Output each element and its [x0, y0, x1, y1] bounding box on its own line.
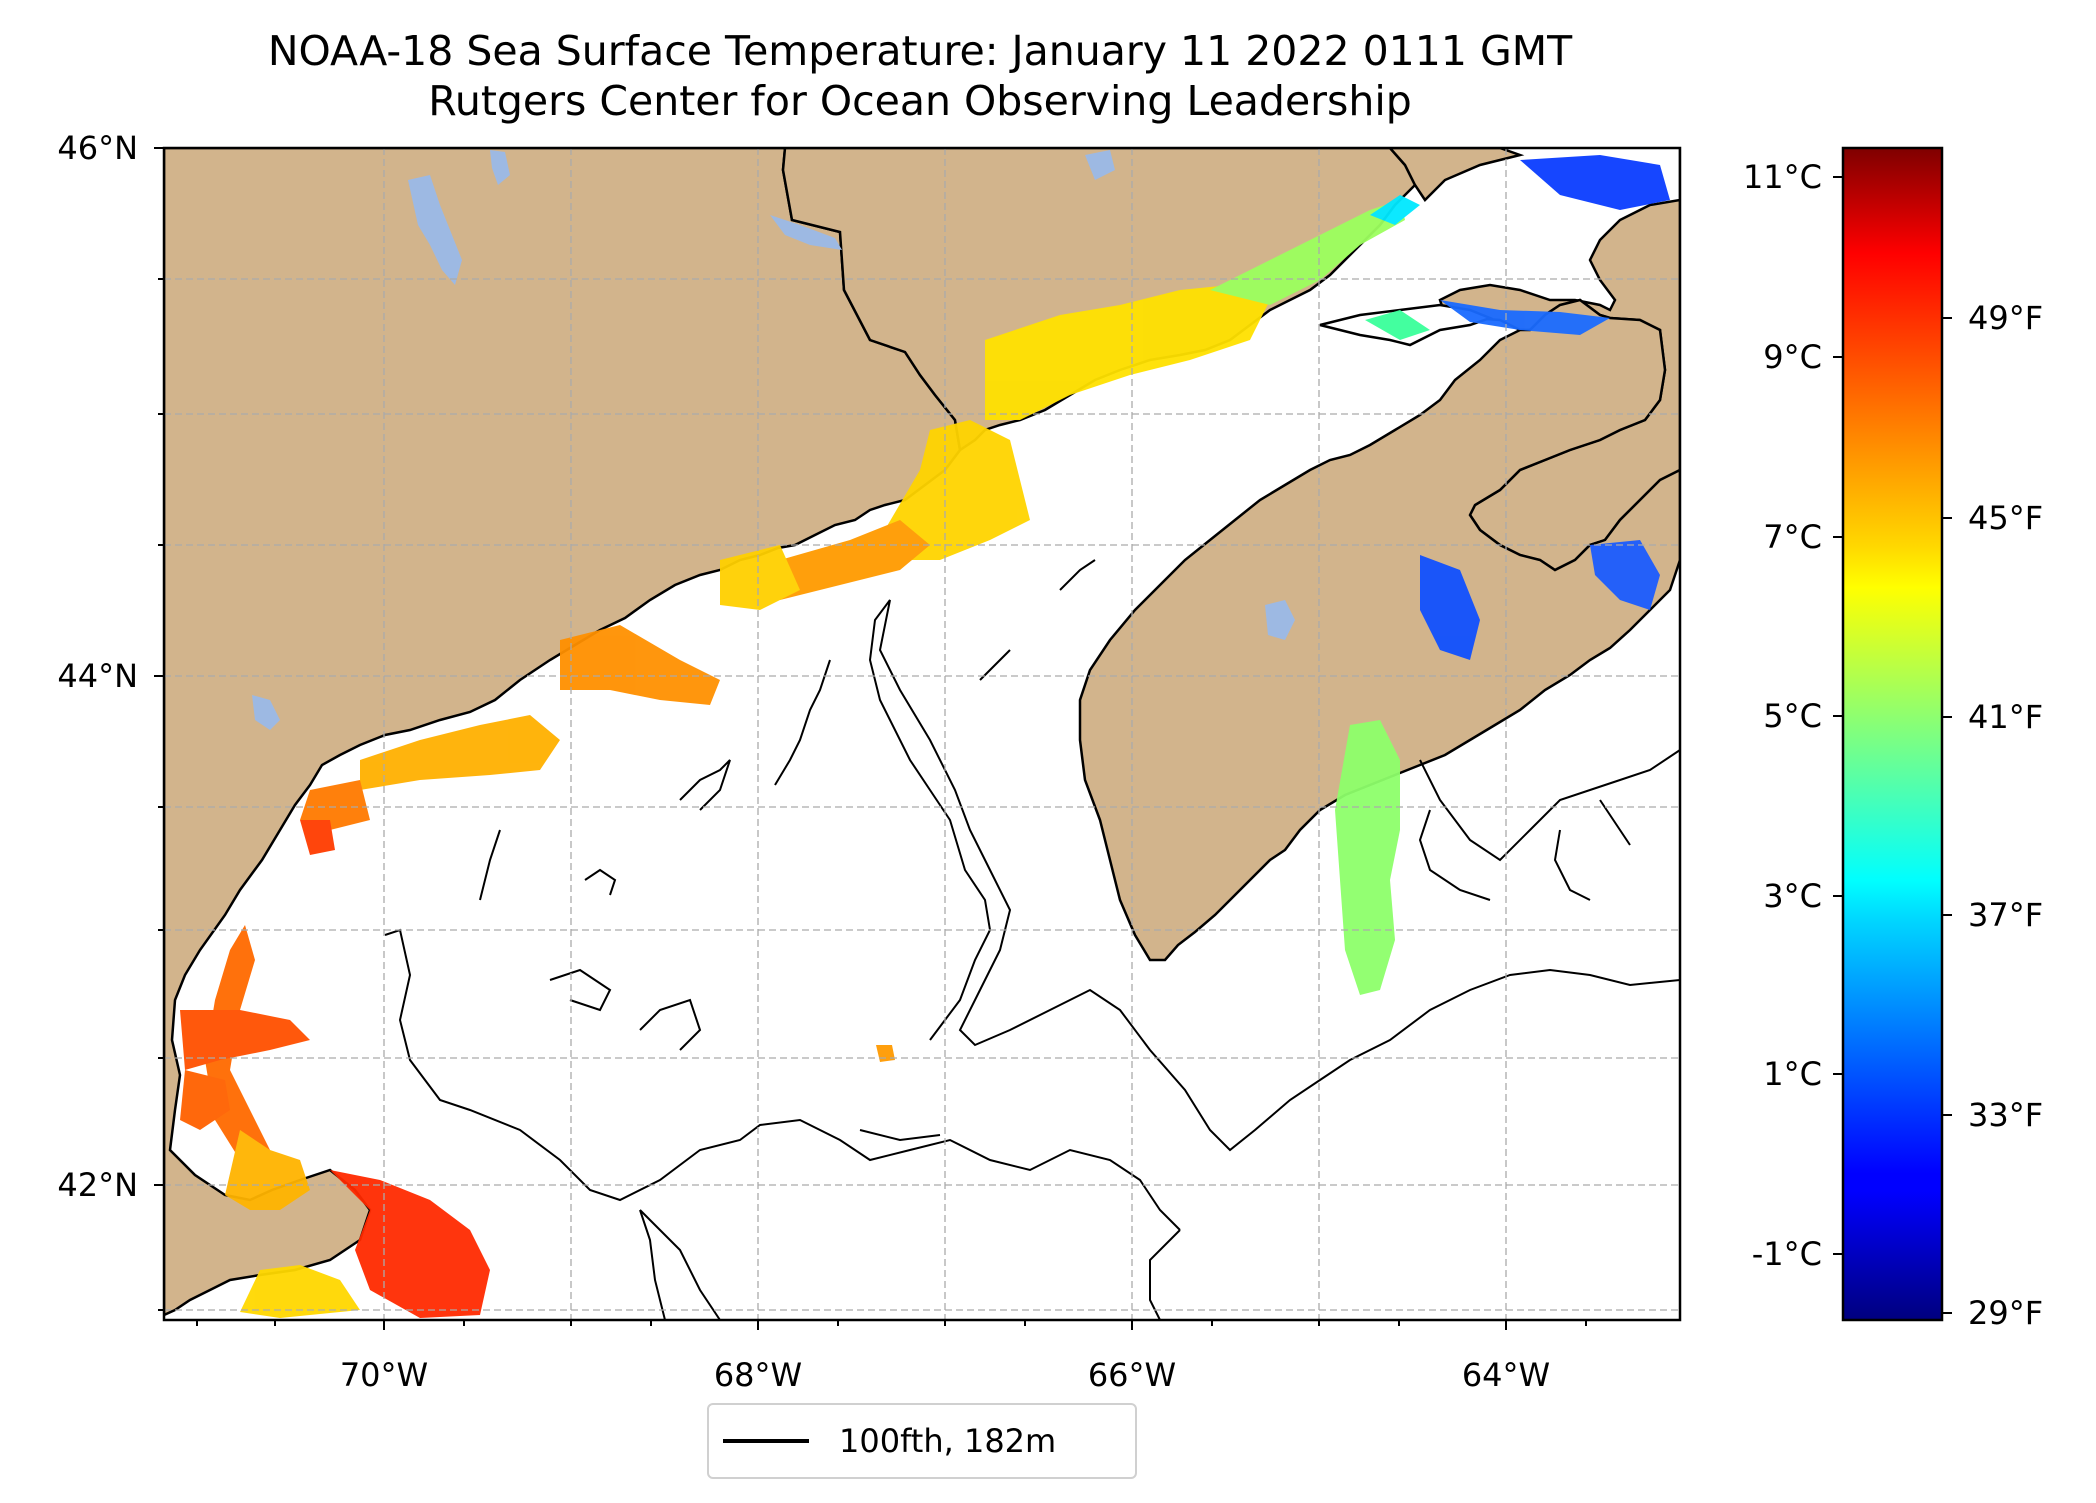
celsius-tick-9: 9°C — [1763, 338, 1822, 376]
lake-moosehead — [408, 175, 462, 285]
lat-tick-44: 44°N — [57, 657, 138, 695]
celsius-tick-minus1: -1°C — [1752, 1235, 1822, 1273]
celsius-tick-3: 3°C — [1763, 877, 1822, 915]
map-area — [164, 148, 1680, 1320]
lon-tick-70: 70°W — [340, 1356, 428, 1394]
fahrenheit-tick-45: 45°F — [1968, 499, 2043, 537]
isobath-100fth — [384, 559, 1680, 1320]
celsius-tick-5: 5°C — [1763, 697, 1822, 735]
legend: 100fth, 182m — [707, 1403, 1137, 1479]
map-title: NOAA-18 Sea Surface Temperature: January… — [0, 26, 1840, 126]
lake-nb-north — [1085, 150, 1115, 180]
lat-tick-42: 42°N — [57, 1166, 138, 1204]
map-frame — [162, 146, 1682, 1322]
fahrenheit-tick-41: 41°F — [1968, 698, 2043, 736]
colorbar-fahrenheit-ticks — [1942, 317, 1952, 1314]
colorbar-celsius-ticks — [1833, 176, 1843, 1255]
lake-grand — [770, 215, 842, 250]
lake-chesuncook — [490, 150, 510, 185]
lake-rossignol — [1265, 600, 1295, 640]
lon-tick-66: 66°W — [1088, 1356, 1176, 1394]
fahrenheit-tick-29: 29°F — [1968, 1294, 2043, 1332]
lat-axis — [154, 147, 164, 1311]
title-line-1: NOAA-18 Sea Surface Temperature: January… — [267, 27, 1573, 75]
lake-sebago — [252, 695, 280, 730]
lon-tick-64: 64°W — [1462, 1356, 1550, 1394]
fahrenheit-tick-33: 33°F — [1968, 1096, 2043, 1134]
title-line-2: Rutgers Center for Ocean Observing Leade… — [428, 77, 1412, 125]
legend-line-swatch — [723, 1439, 809, 1443]
legend-label: 100fth, 182m — [839, 1422, 1057, 1460]
lon-tick-68: 68°W — [714, 1356, 802, 1394]
fahrenheit-tick-37: 37°F — [1968, 896, 2043, 934]
colorbar — [1841, 146, 1944, 1322]
lat-tick-46: 46°N — [57, 129, 138, 167]
celsius-tick-1: 1°C — [1763, 1055, 1822, 1093]
celsius-tick-11: 11°C — [1743, 158, 1822, 196]
land-northeast — [1388, 148, 1525, 202]
fahrenheit-tick-49: 49°F — [1968, 299, 2043, 337]
gridlines — [164, 148, 1680, 1320]
sst-patches — [180, 155, 1670, 1318]
lon-axis — [196, 1320, 1587, 1330]
celsius-tick-7: 7°C — [1763, 518, 1822, 556]
